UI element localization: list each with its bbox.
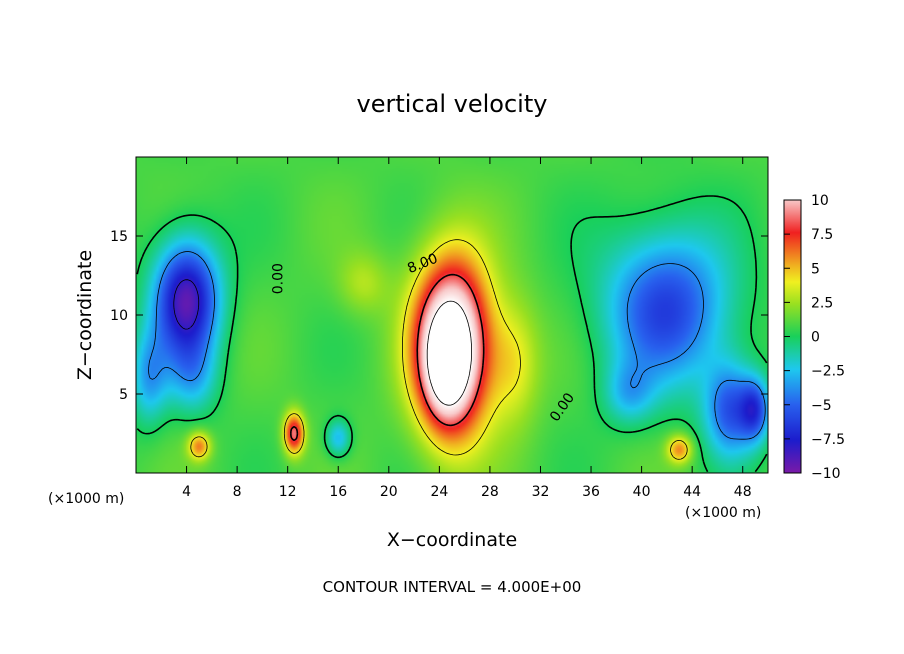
contour-level <box>190 239 688 460</box>
colorbar-tick-label: 5 <box>811 261 820 277</box>
y-axis-label: Z−coordinate <box>74 250 96 380</box>
x-tick-label: 12 <box>279 484 297 500</box>
contour-level <box>148 251 766 440</box>
x-tick-label: 24 <box>430 484 448 500</box>
contour-label: 0.00 <box>271 263 287 294</box>
x-tick-label: 28 <box>481 484 499 500</box>
contour-level <box>136 195 768 473</box>
colorbar-tick-label: −7.5 <box>811 432 845 448</box>
contour-lines <box>136 195 768 473</box>
colorbar-tick-label: −5 <box>811 398 832 414</box>
contour-level <box>426 300 472 406</box>
contour-interval-note: CONTOUR INTERVAL = 4.000E+00 <box>323 578 582 596</box>
x-tick-label: 8 <box>233 484 242 500</box>
y-tick-label: 10 <box>110 308 128 324</box>
colorbar-tick-label: −2.5 <box>811 364 845 380</box>
x-tick-label: 20 <box>380 484 398 500</box>
contour-level <box>290 273 485 442</box>
x-axis-label: X−coordinate <box>387 529 517 551</box>
colorbar-tick-label: −10 <box>811 466 841 482</box>
x-unit-left: (×1000 m) <box>48 491 124 507</box>
x-tick-label: 44 <box>683 484 701 500</box>
x-unit-right: (×1000 m) <box>685 505 761 521</box>
colorbar-tick-label: 2.5 <box>811 295 833 311</box>
x-tick-label: 36 <box>582 484 600 500</box>
x-tick-label: 4 <box>182 484 191 500</box>
colorbar-tick-label: 0 <box>811 330 820 346</box>
contour-level <box>173 279 200 330</box>
chart-title: vertical velocity <box>357 90 548 118</box>
colorbar-ticks: 10 7.5 5 2.5 0 −2.5 −5 −7.5 −10 <box>784 193 845 482</box>
velocity-field <box>136 157 768 473</box>
colorbar-tick-label: 10 <box>811 193 829 209</box>
x-tick-label: 48 <box>734 484 752 500</box>
plot-area <box>136 157 768 473</box>
x-tick-label: 40 <box>633 484 651 500</box>
y-tick-label: 15 <box>110 229 128 245</box>
y-tick-label: 5 <box>119 387 128 403</box>
colorbar-tick-label: 7.5 <box>811 227 833 243</box>
x-tick-label: 16 <box>329 484 347 500</box>
x-tick-label: 32 <box>532 484 550 500</box>
